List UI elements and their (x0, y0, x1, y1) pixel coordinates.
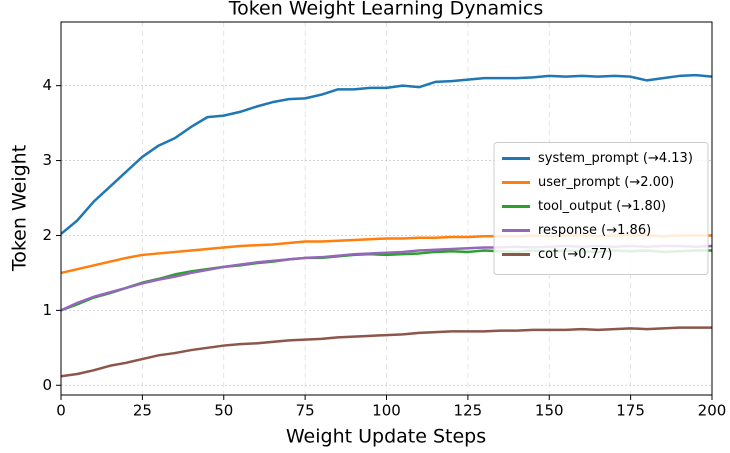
series-line (60, 73, 713, 235)
y-tick-label: 2 (42, 226, 52, 244)
y-tick-label: 4 (42, 76, 52, 94)
x-tick-label: 125 (454, 402, 483, 420)
x-tick-label: 75 (296, 402, 315, 420)
x-tick-label: 0 (56, 402, 66, 420)
y-axis-label: Token Weight (9, 145, 31, 272)
plot-frame (60, 21, 713, 396)
y-tick-label: 0 (42, 376, 52, 394)
y-tick-label: 3 (42, 151, 52, 169)
legend-label: system_prompt (→4.13) (538, 151, 693, 166)
legend-box (493, 142, 709, 275)
x-tick-label: 50 (214, 402, 233, 420)
y-tick-label: 1 (42, 301, 52, 319)
x-tick-label: 175 (616, 402, 645, 420)
legend-label: cot (→0.77) (538, 247, 612, 262)
legend: system_prompt (→4.13) user_prompt (→2.00)… (493, 142, 709, 275)
legend-label: user_prompt (→2.00) (538, 175, 674, 190)
series-line (60, 326, 712, 378)
chart-title: Token Weight Learning Dynamics (228, 0, 544, 20)
x-axis-label: Weight Update Steps (286, 426, 486, 448)
x-tick-label: 100 (372, 402, 401, 420)
legend-label: tool_output (→1.80) (538, 199, 666, 214)
x-tick-label: 150 (535, 402, 564, 420)
legend-label: response (→1.86) (538, 223, 651, 238)
x-tick-label: 25 (133, 402, 152, 420)
x-tick-label: 200 (698, 402, 727, 420)
